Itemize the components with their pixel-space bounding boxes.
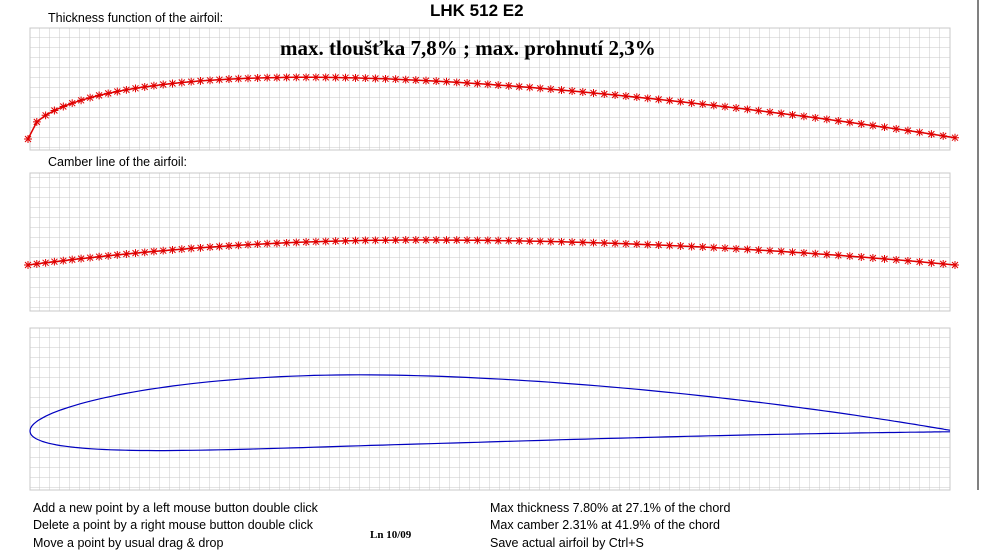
thickness-label: Thickness function of the airfoil: <box>48 11 224 25</box>
summary: max. tloušťka 7,8% ; max. prohnutí 2,3% <box>280 36 656 60</box>
stat-text: Save actual airfoil by Ctrl+S <box>490 536 644 550</box>
camber-panel[interactable] <box>29 172 951 312</box>
airfoil-title: LHK 512 E2 <box>430 1 524 20</box>
stat-text: Max thickness 7.80% at 27.1% of the chor… <box>490 501 731 515</box>
camber-label: Camber line of the airfoil: <box>48 155 187 169</box>
airfoil-panel <box>29 327 951 491</box>
stat-text: Max camber 2.31% at 41.9% of the chord <box>490 518 720 532</box>
help-text: Delete a point by a right mouse button d… <box>33 518 314 532</box>
camber-curve[interactable] <box>24 236 959 269</box>
airfoil-outline <box>29 374 950 452</box>
thickness-curve[interactable] <box>24 73 959 143</box>
help-text: Add a new point by a left mouse button d… <box>33 501 318 515</box>
version: Ln 10/09 <box>370 529 412 541</box>
help-text: Move a point by usual drag & drop <box>33 536 224 550</box>
